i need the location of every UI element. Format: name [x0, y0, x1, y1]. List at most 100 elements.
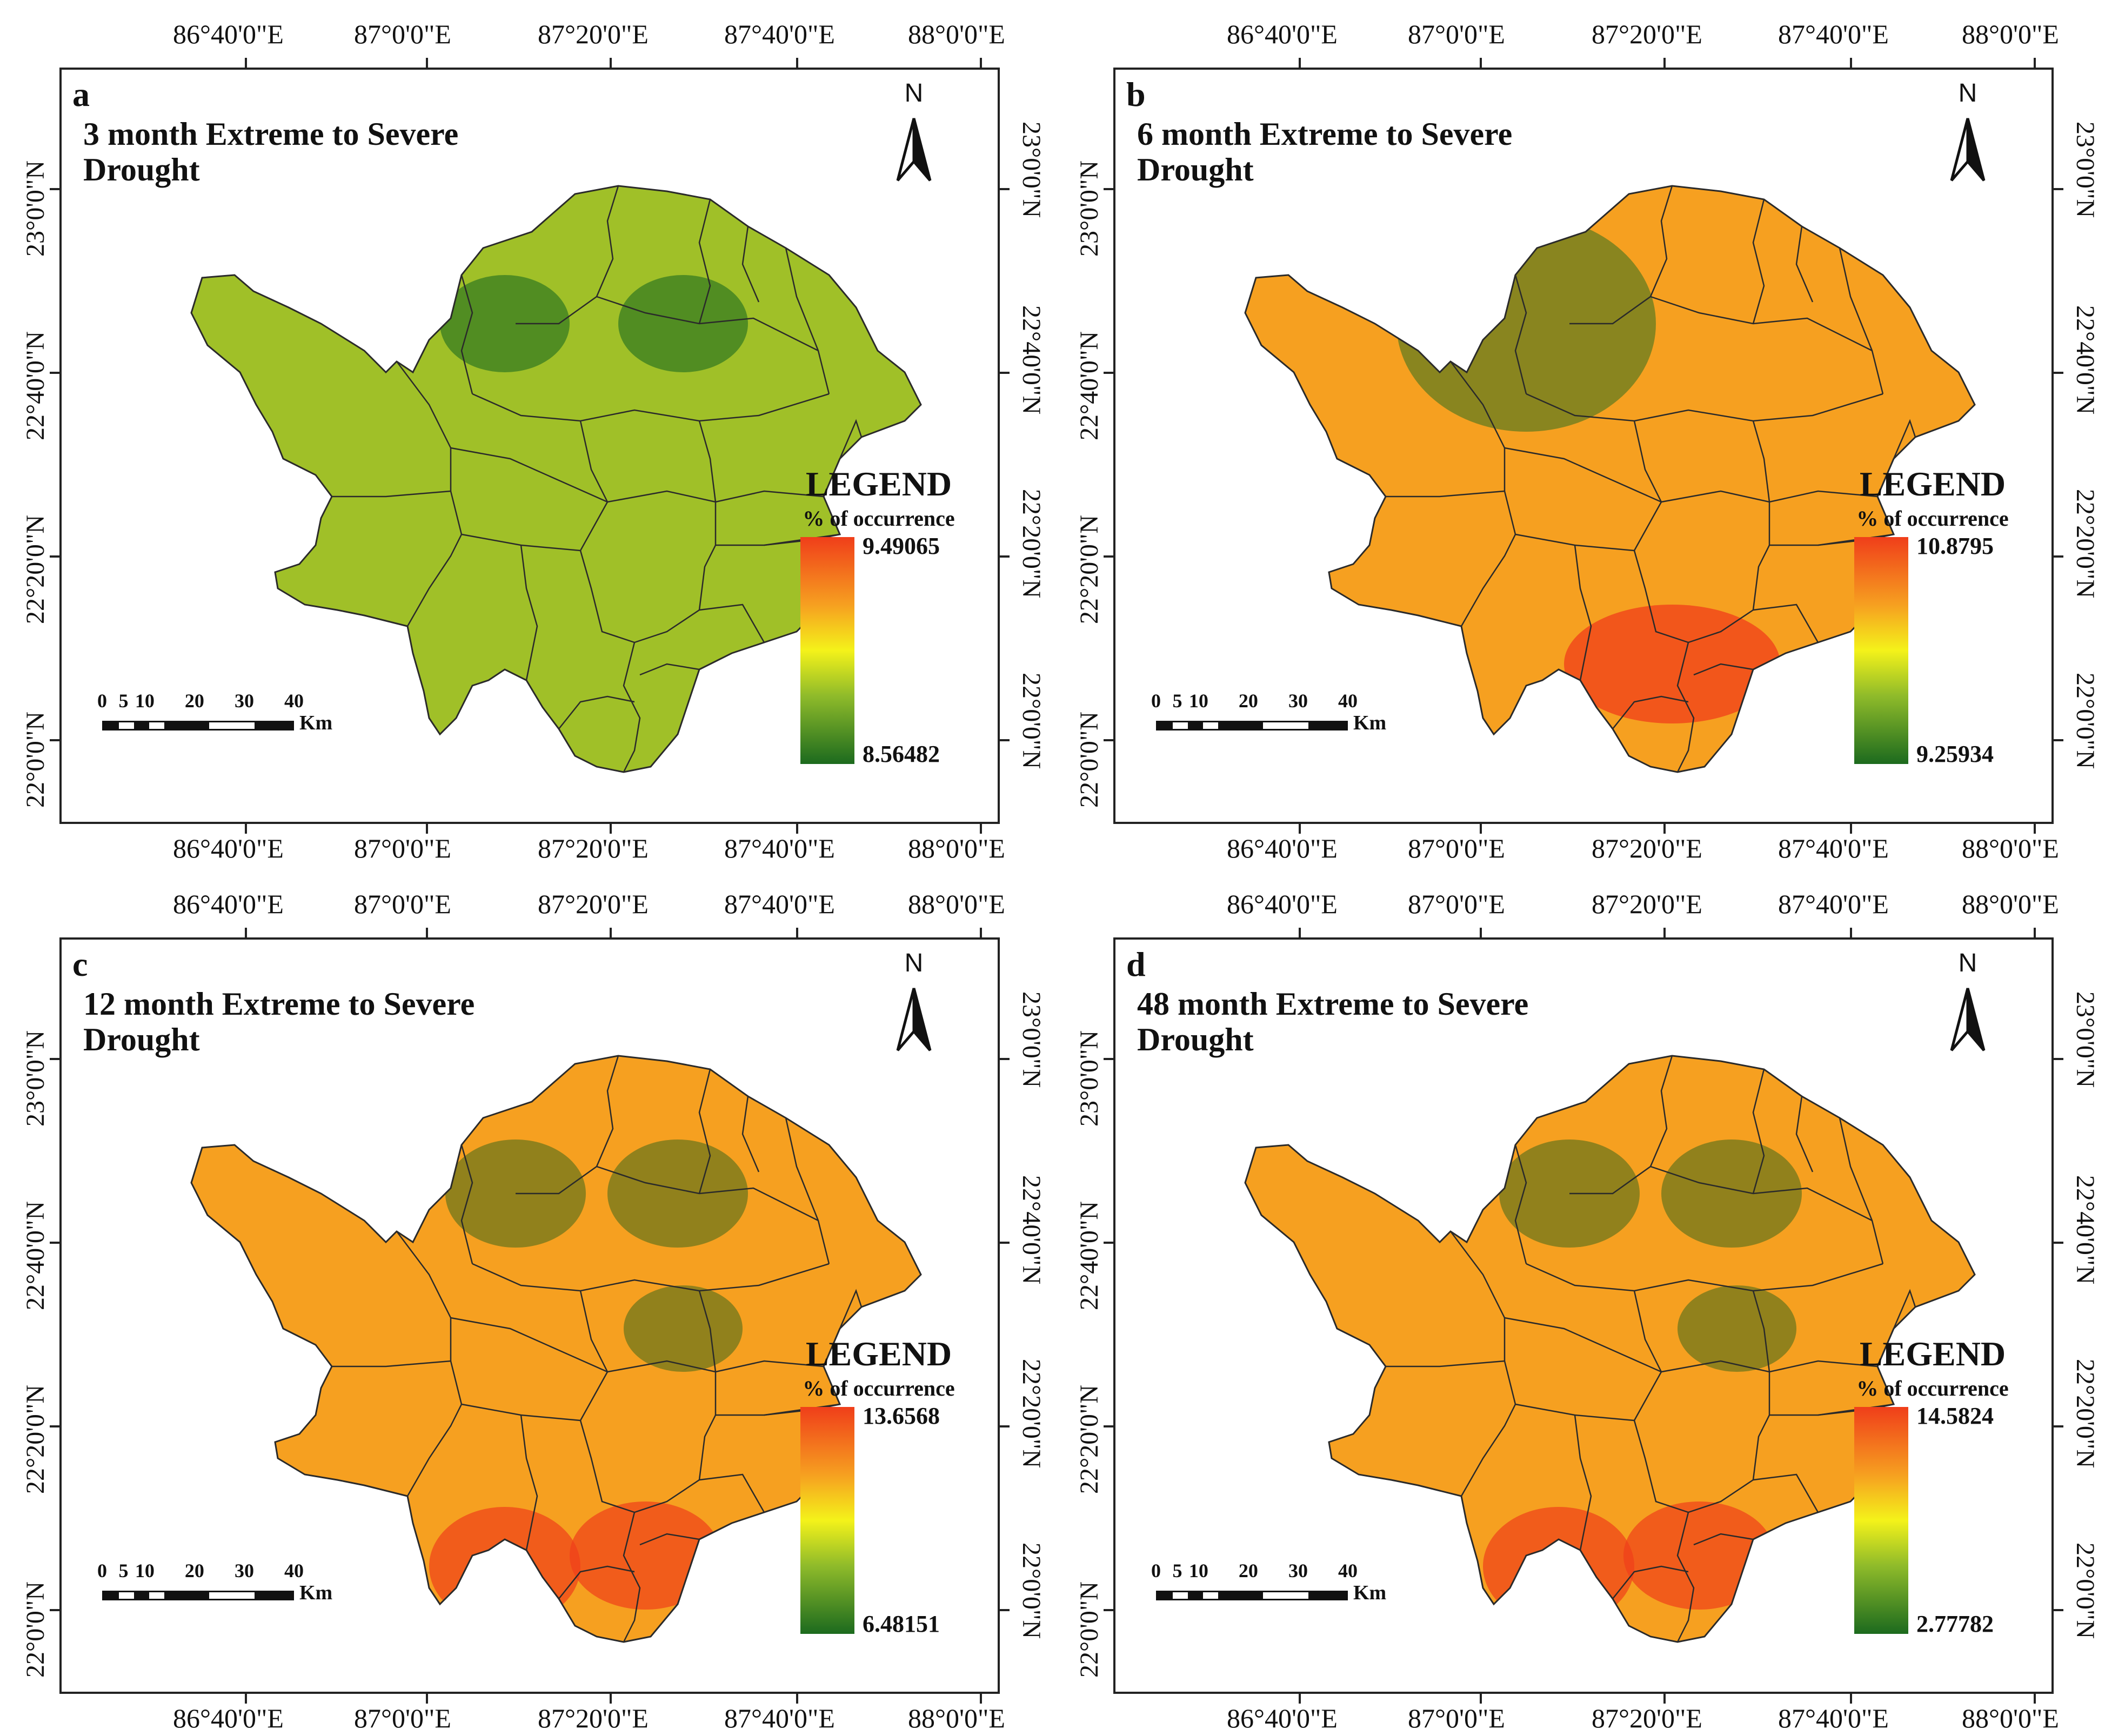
longitude-label: 87°40'0"E	[1778, 19, 1889, 49]
panel-label: d	[1126, 945, 1146, 983]
longitude-tick	[426, 1694, 428, 1704]
panel-title: 12 month Extreme to Severe Drought	[83, 986, 475, 1057]
legend-title: LEGEND	[805, 1335, 952, 1373]
block-boundary	[450, 447, 608, 503]
latitude-label: 23°0'0"N	[1075, 1030, 1104, 1127]
longitude-tick	[1663, 824, 1666, 834]
scale-bar-graphic	[102, 1591, 294, 1600]
block-boundary	[698, 1069, 711, 1194]
legend-color-ramp	[800, 1407, 854, 1634]
block-boundary	[1633, 550, 1689, 644]
block-boundary	[1795, 1096, 1814, 1172]
wet-core	[607, 1140, 748, 1248]
block-boundary	[579, 550, 635, 644]
latitude-label: 22°0'0"N	[1075, 711, 1104, 808]
drought-core	[618, 275, 748, 372]
scale-tick-label: 20	[1238, 1560, 1258, 1581]
longitude-tick	[980, 58, 982, 68]
latitude-label: 22°20'0"N	[1075, 1384, 1104, 1494]
block-boundary	[520, 1415, 538, 1551]
longitude-tick	[1299, 824, 1301, 834]
longitude-label: 87°0'0"E	[354, 1703, 451, 1733]
drought-core	[570, 1502, 721, 1610]
scale-tick-label: 10	[1188, 690, 1208, 712]
legend-subtitle: % of occurrence	[1856, 1376, 2009, 1400]
scale-bar-segment	[104, 1592, 119, 1599]
scale-bar-graphic	[1156, 721, 1348, 730]
map-frame: d 48 month Extreme to Severe Drought N L…	[1113, 937, 2054, 1694]
scale-bar-segment	[133, 722, 149, 729]
longitude-tick	[610, 824, 612, 834]
longitude-tick	[1480, 928, 1482, 937]
block-boundary	[1752, 1290, 1770, 1372]
latitude-label: 22°20'0"N	[2071, 1359, 2100, 1469]
drought-core	[1483, 1507, 1634, 1626]
longitude-tick	[610, 1694, 612, 1704]
longitude-tick	[796, 824, 798, 834]
scale-tick-label: 5	[1172, 690, 1182, 712]
scale-tick-label: 10	[135, 1560, 155, 1581]
block-boundary	[579, 1290, 609, 1372]
latitude-label: 22°20'0"N	[1017, 489, 1046, 599]
latitude-tick	[2054, 555, 2063, 558]
latitude-tick	[2054, 739, 2063, 741]
scale-tick-label: 20	[184, 690, 204, 712]
longitude-tick	[980, 1694, 982, 1704]
latitude-label: 23°0'0"N	[2071, 122, 2100, 218]
longitude-tick	[610, 58, 612, 68]
latitude-tick	[50, 188, 59, 190]
block-boundary	[698, 420, 717, 502]
block-boundary	[450, 1317, 608, 1373]
longitude-label: 86°40'0"E	[1227, 19, 1338, 49]
latitude-tick	[1000, 1058, 1010, 1060]
longitude-tick	[426, 58, 428, 68]
legend-subtitle: % of occurrence	[803, 1376, 955, 1400]
longitude-label: 87°40'0"E	[1778, 889, 1889, 919]
longitude-tick	[1663, 1694, 1666, 1704]
block-boundary	[1514, 1144, 1527, 1264]
latitude-label: 23°0'0"N	[1017, 122, 1046, 218]
block-boundary	[396, 1231, 452, 1361]
map-panel-b: b 6 month Extreme to Severe Drought N LE…	[1054, 0, 2105, 864]
longitude-label: 87°0'0"E	[1408, 1703, 1505, 1733]
latitude-tick	[50, 555, 59, 558]
scale-tick-label: 5	[1172, 1560, 1182, 1581]
longitude-tick	[980, 824, 982, 834]
longitude-label: 87°40'0"E	[724, 19, 835, 49]
scale-bar-segment	[164, 1592, 210, 1599]
scale-tick-label: 40	[284, 690, 304, 712]
district-boundary	[1244, 185, 1976, 773]
legend-title: LEGEND	[1859, 465, 2006, 503]
scale-tick-label: 10	[1188, 1560, 1208, 1581]
latitude-label: 22°0'0"N	[1075, 1581, 1104, 1678]
longitude-label: 87°40'0"E	[1778, 833, 1889, 863]
longitude-label: 87°40'0"E	[724, 889, 835, 919]
block-boundary	[1574, 545, 1592, 681]
block-boundary	[839, 1289, 863, 1329]
longitude-label: 88°0'0"E	[908, 889, 1005, 919]
longitude-tick	[610, 928, 612, 937]
latitude-label: 22°40'0"N	[2071, 305, 2100, 415]
block-boundary	[516, 1165, 597, 1195]
wet-core	[1661, 1140, 1802, 1248]
latitude-label: 22°40'0"N	[1075, 1201, 1104, 1310]
longitude-tick	[1850, 928, 1852, 937]
map-frame: a 3 month Extreme to Severe Drought N LE…	[59, 68, 1000, 824]
legend-title: LEGEND	[1859, 1335, 2006, 1373]
longitude-label: 87°40'0"E	[724, 833, 835, 863]
latitude-tick	[1000, 1609, 1010, 1611]
legend-max-value: 10.8795	[1916, 533, 1994, 559]
scale-bar-segment	[1218, 1592, 1264, 1599]
block-boundary	[1633, 1371, 1662, 1421]
scale-tick-label: 40	[284, 1560, 304, 1581]
block-boundary	[396, 361, 452, 491]
scale-bar-segment	[1158, 1592, 1173, 1599]
latitude-label: 22°20'0"N	[21, 1384, 50, 1494]
block-boundary	[1569, 1165, 1651, 1195]
block-boundary	[558, 1565, 635, 1599]
legend-subtitle: % of occurrence	[803, 506, 955, 531]
scale-bar-segment	[164, 722, 210, 729]
longitude-tick	[2034, 824, 2036, 834]
latitude-tick	[1104, 1242, 1113, 1244]
longitude-label: 87°20'0"E	[538, 833, 649, 863]
